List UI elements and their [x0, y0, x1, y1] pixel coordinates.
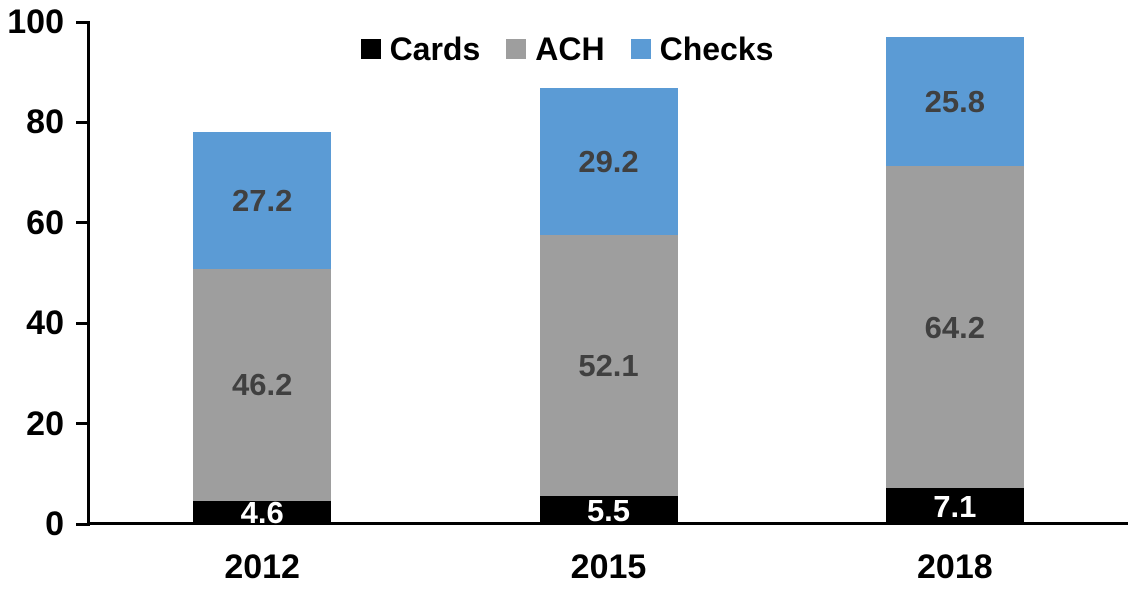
y-axis-tick [76, 321, 89, 325]
bar-segment-cards: 4.6 [193, 497, 332, 528]
y-axis-tick-label: 80 [26, 103, 64, 142]
y-axis-tick [76, 221, 89, 225]
value-label-checks: 25.8 [924, 83, 985, 119]
y-axis-tick-label: 100 [7, 3, 64, 41]
legend-label: Cards [389, 31, 481, 67]
value-label-cards: 7.1 [933, 488, 977, 524]
bar-segment-checks: 25.8 [885, 36, 1024, 167]
value-label-cards: 5.5 [586, 492, 631, 528]
legend-swatch-icon [360, 39, 381, 59]
legend-swatch-icon [630, 39, 651, 59]
x-axis-category-label: 2015 [570, 548, 647, 586]
bar-segment-checks: 29.2 [539, 88, 678, 235]
value-label-ach: 46.2 [231, 367, 293, 403]
bar-segment-checks: 27.2 [193, 132, 332, 269]
bar-segment-ach: 64.2 [885, 166, 1024, 489]
legend-item-cards: Cards [360, 31, 481, 67]
bar-segment-ach: 52.1 [539, 234, 678, 497]
value-label-checks: 27.2 [231, 183, 293, 219]
bar-segment-cards: 7.1 [885, 488, 1024, 524]
y-axis-tick [76, 20, 89, 24]
y-axis-tick-label: 40 [26, 304, 64, 343]
bar-segment-cards: 5.5 [539, 492, 678, 528]
legend-swatch-icon [506, 39, 527, 59]
x-axis-category-label: 2018 [917, 548, 993, 586]
y-axis-tick-label: 0 [45, 505, 64, 543]
value-label-ach: 64.2 [924, 309, 985, 345]
legend-label: Checks [659, 31, 774, 67]
value-label-cards: 4.6 [240, 494, 284, 530]
bar-segment-ach: 46.2 [193, 268, 332, 501]
legend-item-ach: ACH [506, 31, 605, 67]
y-axis-tick [76, 522, 89, 526]
y-axis-tick [76, 422, 89, 426]
legend-item-checks: Checks [630, 31, 774, 67]
legend-label: ACH [535, 31, 605, 67]
value-label-checks: 29.2 [578, 144, 639, 180]
y-axis-tick-label: 20 [26, 404, 64, 443]
y-axis-line [87, 21, 90, 526]
x-axis-category-label: 2012 [224, 548, 300, 586]
chart-legend: Cards ACH Checks [0, 32, 1134, 66]
y-axis-tick-label: 60 [26, 203, 64, 242]
value-label-ach: 52.1 [578, 348, 639, 384]
y-axis-tick [76, 120, 89, 124]
